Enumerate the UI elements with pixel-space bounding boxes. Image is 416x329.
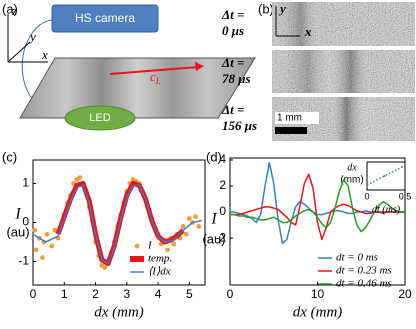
scale-label: 1 mm: [277, 113, 302, 124]
legend-swatch: [134, 243, 140, 249]
y-tick-label: 1: [22, 176, 29, 190]
point: [366, 184, 368, 186]
legend-label: temp.: [148, 253, 172, 265]
point: [400, 166, 403, 168]
led-label: LED: [89, 112, 110, 124]
legend-label: dt = 0.23 ms: [336, 265, 392, 277]
point: [39, 255, 45, 261]
curve: [230, 178, 405, 233]
wave-arrow: [109, 66, 199, 75]
point: [49, 243, 55, 249]
legend-label: dt = 0 ms: [336, 252, 378, 264]
x-tick-label: 0: [364, 192, 369, 202]
panel-label: (b): [258, 1, 274, 16]
axis-label: y: [28, 29, 36, 44]
arrow-head: [195, 62, 204, 71]
axis-label: z: [11, 3, 17, 18]
delay: Δt =: [221, 102, 244, 117]
panel-label: (a): [2, 1, 18, 16]
image-axis: y: [278, 1, 286, 16]
point: [77, 175, 83, 180]
panel-label: (c): [2, 149, 17, 164]
x-tick-label: 2: [92, 287, 99, 301]
point: [165, 247, 170, 253]
curve: [366, 166, 403, 186]
led: [64, 105, 136, 131]
delay: Δt =: [221, 7, 244, 22]
x-tick-label: 4: [155, 287, 162, 301]
y-tick-label: 0: [219, 204, 226, 218]
delay: 0 μs: [222, 23, 244, 38]
x-label: dt (ms): [372, 204, 401, 215]
legend-label: dt = 0.46 ms: [336, 278, 392, 290]
axis-y: [7, 41, 31, 63]
x-label: dx (mm): [94, 304, 144, 320]
x-tick-label: 1: [61, 287, 68, 301]
y-tick-label: 2: [219, 178, 226, 192]
x-tick-label: 20: [398, 287, 412, 301]
y-unit: (au): [6, 224, 29, 239]
y-tick-label: 4: [219, 152, 226, 166]
point: [183, 231, 189, 237]
image-stripe: [272, 2, 415, 46]
wave-speed: cL: [150, 69, 161, 86]
y-unit: (au): [202, 231, 225, 246]
curve: [230, 173, 405, 241]
y-tick-label: -1: [18, 254, 29, 268]
point: [186, 216, 192, 221]
point: [44, 231, 50, 237]
scale-bg: [275, 112, 319, 124]
point: [383, 175, 386, 177]
y-label: I: [210, 211, 217, 228]
curve: [32, 184, 203, 265]
x-tick-label: 0: [30, 287, 37, 301]
axis-label: x: [41, 47, 48, 62]
scale-bar: [275, 127, 307, 134]
subscript: L: [155, 76, 161, 86]
inset-y-label: dx: [347, 162, 357, 173]
y-tick-label: -2: [215, 230, 226, 244]
delay: 78 μs: [222, 71, 251, 86]
legend-label: I: [147, 240, 153, 252]
x-tick-label: 3: [123, 287, 130, 301]
legend-swatch: [130, 256, 144, 262]
point: [171, 241, 177, 247]
point: [180, 224, 186, 229]
x-tick-label: 0: [227, 287, 234, 301]
legend-label: ⟨I⟩dx: [148, 266, 171, 278]
image-stripe: [272, 50, 415, 93]
x-tick-label: 5: [186, 287, 193, 301]
camera-box: [51, 4, 159, 33]
camera-label: HS camera: [75, 11, 135, 25]
point: [32, 227, 37, 233]
y-label: I: [14, 206, 21, 223]
point: [196, 224, 202, 229]
panel-label: (d): [206, 149, 222, 164]
symbol: c: [150, 69, 156, 84]
point: [52, 227, 58, 233]
delay: Δt =: [221, 55, 244, 70]
point: [33, 247, 39, 253]
x-tick-label: 0.5: [399, 192, 412, 202]
delay: 156 μs: [222, 118, 257, 133]
x-label: dx (mm): [293, 304, 343, 320]
y-tick-label: 0: [22, 215, 29, 229]
image-axis: x: [304, 24, 312, 39]
point: [102, 265, 108, 270]
inset-y-unit: (mm): [340, 175, 363, 186]
point: [193, 214, 199, 220]
x-tick-label: 10: [311, 287, 325, 301]
image-stack: y x 1 mm: [272, 1, 415, 141]
plate: [19, 57, 256, 119]
